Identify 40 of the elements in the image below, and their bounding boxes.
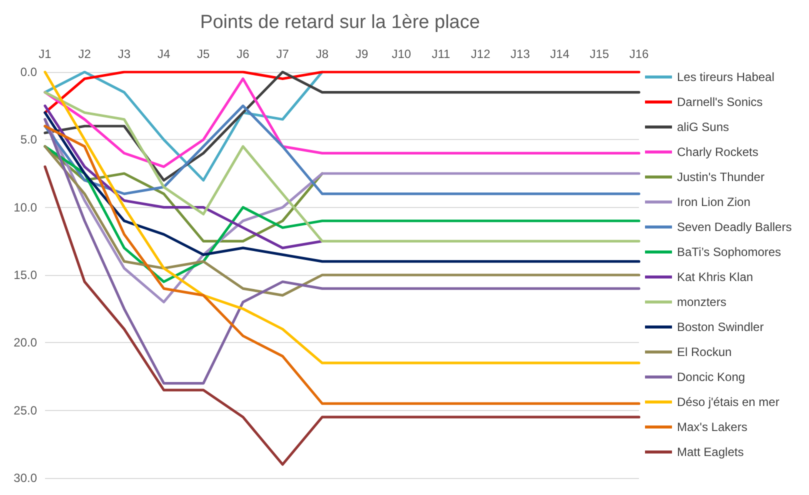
x-tick-label: J6 bbox=[236, 47, 250, 61]
y-tick-label: 15.0 bbox=[14, 268, 38, 282]
x-tick-label: J12 bbox=[470, 47, 491, 61]
legend-label: Darnell's Sonics bbox=[677, 95, 763, 109]
x-tick-label: J16 bbox=[629, 47, 649, 61]
x-tick-label: J11 bbox=[432, 47, 451, 61]
legend-label: monzters bbox=[677, 295, 726, 309]
chart-title: Points de retard sur la 1ère place bbox=[200, 12, 480, 33]
legend-label: Max's Lakers bbox=[677, 420, 748, 434]
legend-label: Iron Lion Zion bbox=[677, 195, 750, 209]
x-tick-label: J8 bbox=[316, 47, 329, 61]
x-tick-label: J9 bbox=[355, 47, 368, 61]
y-tick-label: 20.0 bbox=[14, 336, 38, 350]
x-tick-label: J13 bbox=[510, 47, 530, 61]
legend-label: Doncic Kong bbox=[677, 370, 746, 384]
x-tick-label: J14 bbox=[550, 47, 570, 61]
legend-label: Déso j'étais en mer bbox=[677, 395, 780, 409]
x-tick-label: J10 bbox=[392, 47, 412, 61]
y-tick-label: 10.0 bbox=[14, 200, 38, 214]
x-tick-label: J3 bbox=[118, 47, 131, 61]
y-tick-label: 30.0 bbox=[14, 471, 38, 485]
y-tick-label: 0.0 bbox=[20, 65, 38, 79]
legend-label: El Rockun bbox=[677, 345, 732, 359]
legend-label: Seven Deadly Ballers bbox=[677, 220, 792, 234]
legend-label: Justin's Thunder bbox=[677, 170, 764, 184]
legend-label: Boston Swindler bbox=[677, 320, 764, 334]
legend-label: Matt Eaglets bbox=[677, 445, 744, 459]
x-tick-label: J2 bbox=[78, 47, 92, 61]
legend-label: Les tireurs Habeal bbox=[677, 70, 774, 84]
x-tick-label: J15 bbox=[590, 47, 610, 61]
legend-label: aliG Suns bbox=[677, 120, 730, 134]
y-tick-label: 5.0 bbox=[20, 132, 38, 147]
x-tick-label: J1 bbox=[38, 47, 52, 61]
y-tick-label: 25.0 bbox=[14, 403, 38, 418]
x-tick-label: J7 bbox=[276, 47, 290, 61]
legend-label: BaTi’s Sophomores bbox=[677, 245, 782, 259]
x-tick-label: J5 bbox=[197, 47, 210, 61]
legend-label: Kat Khris Klan bbox=[677, 270, 754, 284]
legend-label: Charly Rockets bbox=[677, 145, 758, 159]
x-tick-label: J4 bbox=[157, 47, 170, 61]
